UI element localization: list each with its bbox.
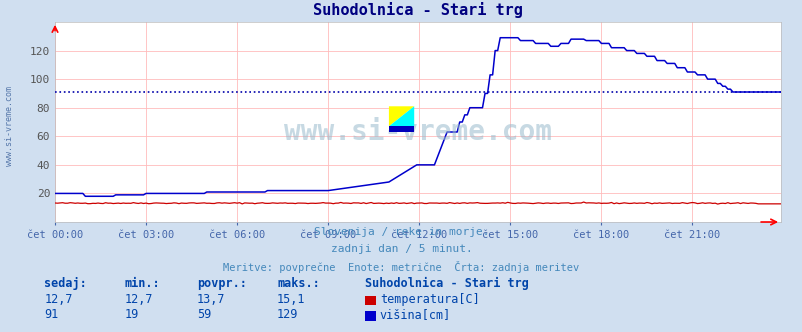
Text: Meritve: povprečne  Enote: metrične  Črta: zadnja meritev: Meritve: povprečne Enote: metrične Črta:… bbox=[223, 261, 579, 273]
Text: www.si-vreme.com: www.si-vreme.com bbox=[5, 86, 14, 166]
Text: Slovenija / reke in morje.: Slovenija / reke in morje. bbox=[314, 227, 488, 237]
Text: www.si-vreme.com: www.si-vreme.com bbox=[284, 118, 551, 146]
Text: Suhodolnica - Stari trg: Suhodolnica - Stari trg bbox=[365, 277, 529, 290]
Title: Suhodolnica - Stari trg: Suhodolnica - Stari trg bbox=[313, 2, 522, 18]
Text: zadnji dan / 5 minut.: zadnji dan / 5 minut. bbox=[330, 244, 472, 254]
Text: 15,1: 15,1 bbox=[277, 293, 305, 306]
Text: višina[cm]: višina[cm] bbox=[379, 308, 451, 321]
Text: maks.:: maks.: bbox=[277, 277, 319, 290]
Polygon shape bbox=[388, 106, 414, 126]
Polygon shape bbox=[388, 106, 414, 126]
Text: 19: 19 bbox=[124, 308, 139, 321]
Text: 91: 91 bbox=[44, 308, 59, 321]
Polygon shape bbox=[388, 126, 414, 132]
Text: povpr.:: povpr.: bbox=[196, 277, 246, 290]
Text: sedaj:: sedaj: bbox=[44, 277, 87, 290]
Text: 12,7: 12,7 bbox=[124, 293, 152, 306]
Text: temperatura[C]: temperatura[C] bbox=[379, 293, 479, 306]
Text: 59: 59 bbox=[196, 308, 211, 321]
Text: 13,7: 13,7 bbox=[196, 293, 225, 306]
Text: 129: 129 bbox=[277, 308, 298, 321]
Text: 12,7: 12,7 bbox=[44, 293, 72, 306]
Text: min.:: min.: bbox=[124, 277, 160, 290]
